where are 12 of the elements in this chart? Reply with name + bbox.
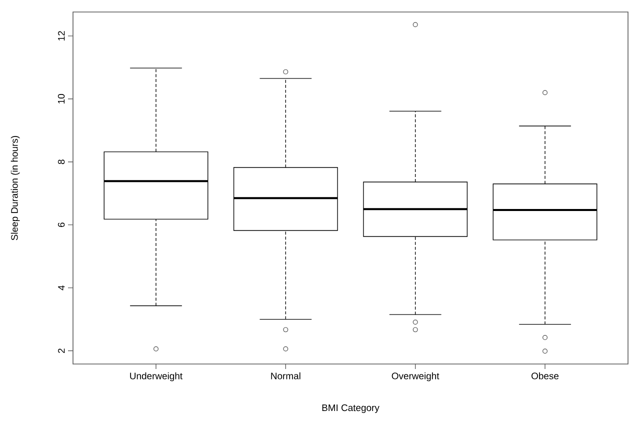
y-tick-label: 6 — [58, 222, 65, 227]
x-tick-label: Obese — [532, 372, 559, 380]
x-axis-title: BMI Category — [322, 404, 380, 413]
y-tick-label: 8 — [58, 160, 65, 164]
x-tick-label: Underweight — [130, 372, 182, 382]
y-tick-label: 4 — [58, 285, 65, 290]
y-tick-label: 10 — [58, 94, 65, 104]
y-tick-label: 12 — [58, 31, 65, 40]
y-tick-label: 2 — [58, 348, 65, 353]
x-tick-label: Normal — [271, 372, 300, 380]
x-tick-label: Overweight — [392, 372, 440, 382]
y-axis-title: Sleep Duration (in hours) — [10, 136, 20, 240]
